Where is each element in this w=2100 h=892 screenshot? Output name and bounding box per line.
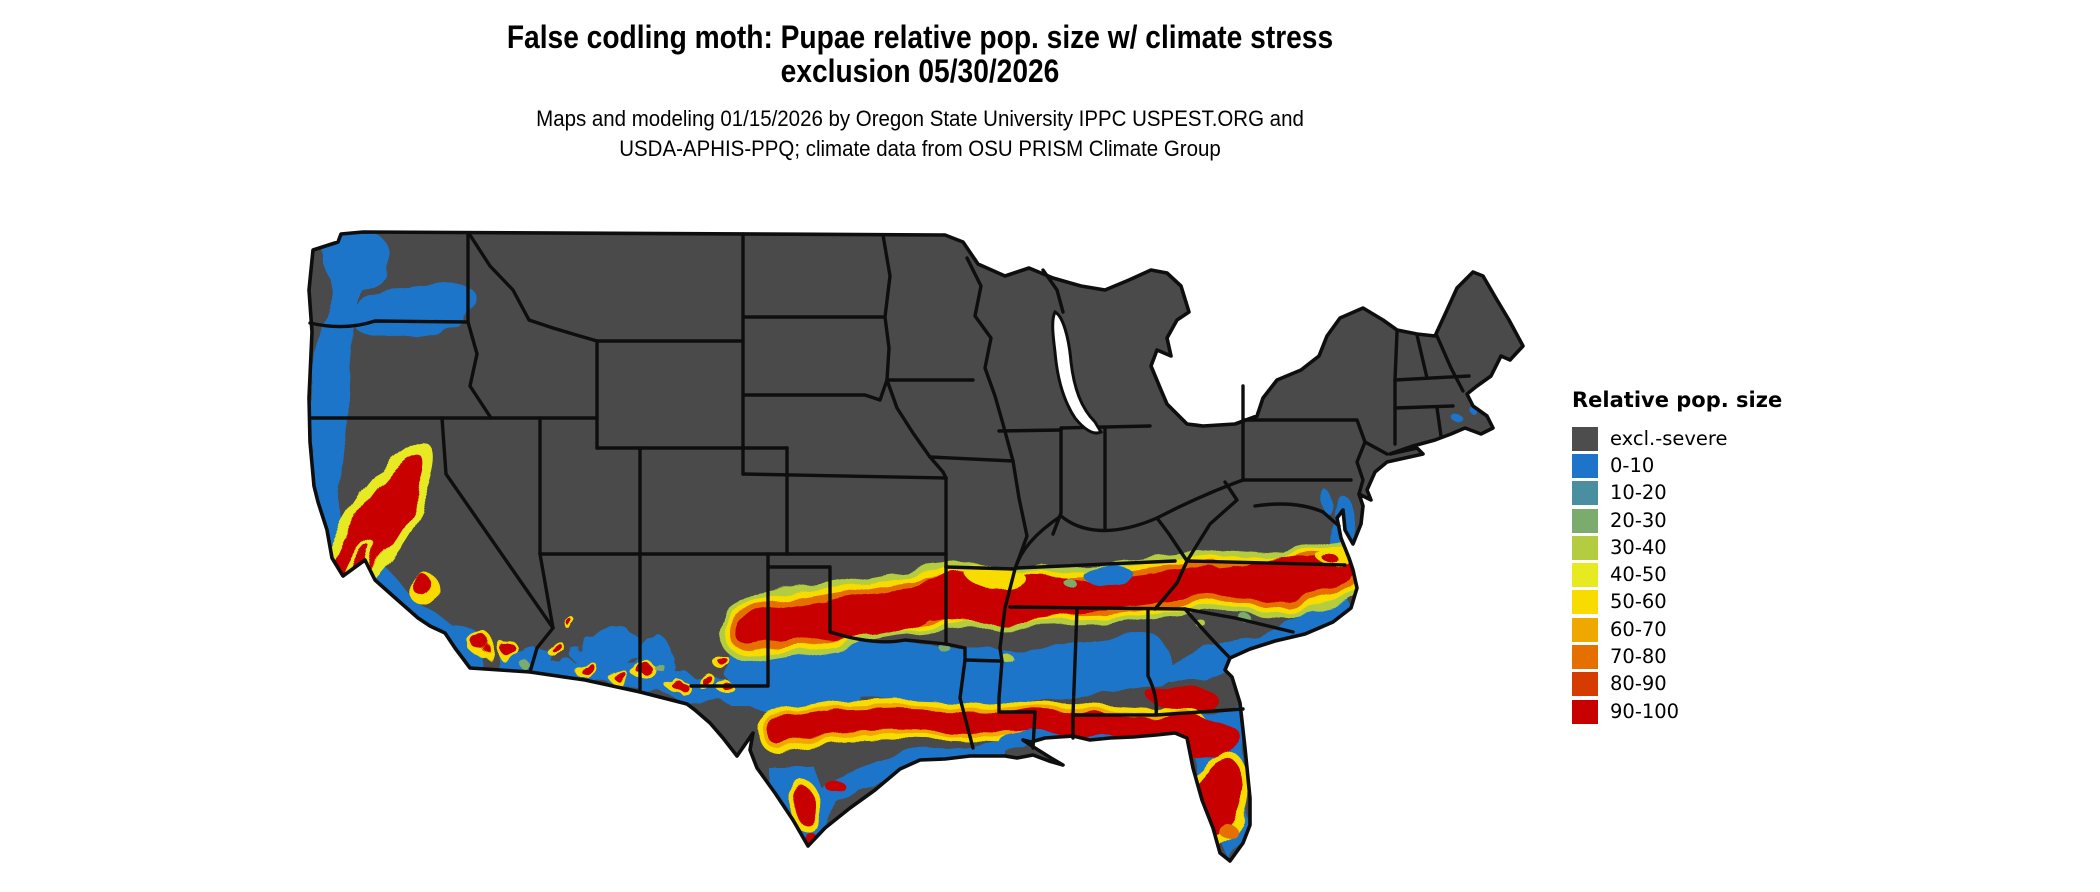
legend-swatch-80-90 [1572, 672, 1598, 697]
raster-layer [309, 232, 1523, 883]
legend: Relative pop. size excl.-severe 0-10 10-… [1572, 388, 1872, 725]
legend-swatch-0-10 [1572, 453, 1598, 478]
legend-item: 0-10 [1572, 452, 1872, 479]
legend-label: 90-100 [1610, 699, 1680, 723]
state-borders [308, 231, 1471, 750]
legend-swatch-20-30 [1572, 508, 1598, 533]
map-subtitle-line2: USDA-APHIS-PPQ; climate data from OSU PR… [619, 136, 1221, 161]
legend-item: 50-60 [1572, 589, 1872, 616]
legend-label: 60-70 [1610, 617, 1667, 641]
legend-swatch-30-40 [1572, 535, 1598, 560]
legend-item: 40-50 [1572, 561, 1872, 588]
legend-swatch-50-60 [1572, 590, 1598, 615]
legend-item: 80-90 [1572, 671, 1872, 698]
legend-item: 70-80 [1572, 643, 1872, 670]
raster-region-florida-keys [1205, 870, 1247, 883]
subtitle-block: Maps and modeling 01/15/2026 by Oregon S… [0, 104, 1840, 164]
legend-label: 80-90 [1610, 672, 1667, 696]
map-title-line1: False codling moth: Pupae relative pop. … [506, 19, 1334, 55]
legend-label: 0-10 [1610, 453, 1655, 477]
map-subtitle-line1: Maps and modeling 01/15/2026 by Oregon S… [536, 106, 1304, 131]
legend-label: 10-20 [1610, 481, 1667, 505]
legend-label: 70-80 [1610, 645, 1667, 669]
conus-outline [307, 230, 1525, 863]
legend-swatch-60-70 [1572, 617, 1598, 642]
lake-michigan [1051, 309, 1104, 435]
legend-label: excl.-severe [1610, 426, 1728, 450]
legend-item: 90-100 [1572, 698, 1872, 725]
legend-item: 10-20 [1572, 480, 1872, 507]
legend-label: 50-60 [1610, 590, 1667, 614]
title-block: False codling moth: Pupae relative pop. … [0, 20, 1840, 164]
legend-label: 30-40 [1610, 535, 1667, 559]
legend-item: 20-30 [1572, 507, 1872, 534]
legend-swatch-40-50 [1572, 563, 1598, 588]
map-title-line2: exclusion 05/30/2026 [780, 53, 1060, 89]
legend-item: excl.-severe [1572, 425, 1872, 452]
legend-label: 20-30 [1610, 508, 1667, 532]
legend-swatch-70-80 [1572, 645, 1598, 670]
legend-label: 40-50 [1610, 563, 1667, 587]
us-map [307, 230, 1525, 883]
legend-swatch-90-100 [1572, 699, 1598, 724]
legend-title: Relative pop. size [1572, 388, 1783, 412]
legend-swatch-10-20 [1572, 481, 1598, 506]
legend-item: 60-70 [1572, 616, 1872, 643]
raster-region-south-bands [718, 406, 1476, 860]
legend-item: 30-40 [1572, 534, 1872, 561]
legend-swatch-excl-severe [1572, 426, 1598, 451]
us-map-container [305, 228, 1530, 888]
